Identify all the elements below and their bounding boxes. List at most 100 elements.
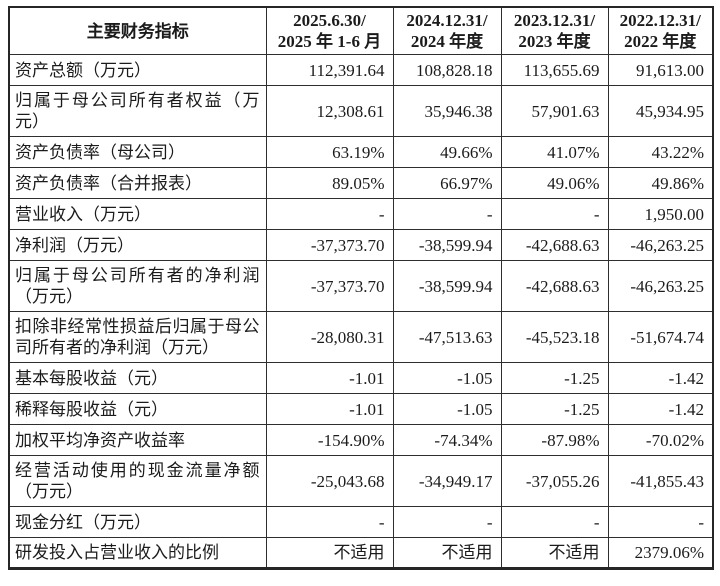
value-cell: 1,950.00	[607, 198, 714, 230]
value-cell: -45,523.18	[500, 311, 609, 363]
table-row: 资产总额（万元） 112,391.64 108,828.18 113,655.69 91…	[8, 54, 714, 86]
table-row: 归属于母公司所有者权益（万元） 12,308.61 35,946.38 57,901.…	[8, 85, 714, 137]
value-cell: -46,263.25	[607, 260, 714, 312]
indicator-label: 基本每股收益（元）	[8, 362, 267, 394]
indicator-label: 归属于母公司所有者权益（万元）	[8, 85, 267, 137]
value-cell: 41.07%	[500, 136, 609, 168]
value-cell: -	[500, 506, 609, 538]
value-cell: 57,901.63	[500, 85, 609, 137]
value-cell: -74.34%	[392, 424, 502, 456]
indicator-label: 经营活动使用的现金流量净额（万元）	[8, 455, 267, 507]
value-cell: 不适用	[392, 537, 502, 569]
value-cell: -	[265, 198, 394, 230]
header-period-0: 2025.6.30/2025 年 1-6 月	[265, 6, 394, 55]
indicator-label: 现金分红（万元）	[8, 506, 267, 538]
value-cell: -1.05	[392, 362, 502, 394]
value-cell: 35,946.38	[392, 85, 502, 137]
value-cell: 49.86%	[607, 167, 714, 199]
value-cell: -51,674.74	[607, 311, 714, 363]
value-cell: 49.66%	[392, 136, 502, 168]
header-period-1: 2024.12.31/2024 年度	[392, 6, 502, 55]
value-cell: -25,043.68	[265, 455, 394, 507]
value-cell: -70.02%	[607, 424, 714, 456]
value-cell: -	[265, 506, 394, 538]
header-period-3: 2022.12.31/2022 年度	[607, 6, 714, 55]
value-cell: -41,855.43	[607, 455, 714, 507]
indicator-label: 加权平均净资产收益率	[8, 424, 267, 456]
period-date-line: 2024.12.31/	[406, 11, 488, 30]
header-period-2: 2023.12.31/2023 年度	[500, 6, 609, 55]
value-cell: -1.05	[392, 393, 502, 425]
indicator-label: 资产负债率（母公司）	[8, 136, 267, 168]
table-row: 归属于母公司所有者的净利润（万元） -37,373.70 -38,599.94 -42…	[8, 260, 714, 312]
table-row: 研发投入占营业收入的比例 不适用 不适用 不适用 2379.06%	[8, 537, 714, 569]
value-cell: -42,688.63	[500, 229, 609, 261]
value-cell: 45,934.95	[607, 85, 714, 137]
value-cell: -	[392, 506, 502, 538]
value-cell: -1.42	[607, 362, 714, 394]
value-cell: -47,513.63	[392, 311, 502, 363]
value-cell: 63.19%	[265, 136, 394, 168]
table-body: 资产总额（万元） 112,391.64 108,828.18 113,655.69 91…	[8, 54, 714, 569]
value-cell: -87.98%	[500, 424, 609, 456]
value-cell: 49.06%	[500, 167, 609, 199]
indicator-label: 资产负债率（合并报表）	[8, 167, 267, 199]
value-cell: -37,055.26	[500, 455, 609, 507]
value-cell: 113,655.69	[500, 54, 609, 86]
value-cell: -	[392, 198, 502, 230]
header-indicator-label: 主要财务指标	[8, 6, 267, 55]
table-row: 稀释每股收益（元） -1.01 -1.05 -1.25 -1.42	[8, 393, 714, 425]
value-cell: -	[500, 198, 609, 230]
value-cell: 89.05%	[265, 167, 394, 199]
table-row: 资产负债率（母公司） 63.19% 49.66% 41.07% 43.22%	[8, 136, 714, 168]
period-range-line: 2022 年度	[624, 32, 697, 51]
period-range-line: 2025 年 1-6 月	[277, 32, 382, 51]
period-date-line: 2022.12.31/	[619, 11, 701, 30]
value-cell: -38,599.94	[392, 260, 502, 312]
period-date-line: 2025.6.30/	[293, 11, 366, 30]
indicator-label: 稀释每股收益（元）	[8, 393, 267, 425]
value-cell: 2379.06%	[607, 537, 714, 569]
value-cell: -28,080.31	[265, 311, 394, 363]
period-range-line: 2023 年度	[518, 32, 591, 51]
financial-indicators-table: 主要财务指标 2025.6.30/2025 年 1-6 月 2024.12.31/…	[8, 6, 714, 570]
value-cell: -46,263.25	[607, 229, 714, 261]
indicator-label: 资产总额（万元）	[8, 54, 267, 86]
header-row: 主要财务指标 2025.6.30/2025 年 1-6 月 2024.12.31/…	[8, 6, 714, 55]
value-cell: 112,391.64	[265, 54, 394, 86]
value-cell: -1.42	[607, 393, 714, 425]
table-row: 加权平均净资产收益率 -154.90% -74.34% -87.98% -70.02%	[8, 424, 714, 456]
table-row: 经营活动使用的现金流量净额（万元） -25,043.68 -34,949.17 -37…	[8, 455, 714, 507]
indicator-label: 营业收入（万元）	[8, 198, 267, 230]
value-cell: -1.01	[265, 393, 394, 425]
value-cell: 108,828.18	[392, 54, 502, 86]
value-cell: -1.25	[500, 362, 609, 394]
indicator-label: 净利润（万元）	[8, 229, 267, 261]
value-cell: -42,688.63	[500, 260, 609, 312]
indicator-label: 研发投入占营业收入的比例	[8, 537, 267, 569]
value-cell: -38,599.94	[392, 229, 502, 261]
value-cell: -34,949.17	[392, 455, 502, 507]
value-cell: -	[607, 506, 714, 538]
value-cell: 不适用	[265, 537, 394, 569]
table-row: 现金分红（万元） - - - -	[8, 506, 714, 538]
value-cell: 91,613.00	[607, 54, 714, 86]
value-cell: -1.25	[500, 393, 609, 425]
table-row: 营业收入（万元） - - -1,950.00	[8, 198, 714, 230]
indicator-label: 归属于母公司所有者的净利润（万元）	[8, 260, 267, 312]
value-cell: 66.97%	[392, 167, 502, 199]
value-cell: -154.90%	[265, 424, 394, 456]
value-cell: -1.01	[265, 362, 394, 394]
value-cell: 不适用	[500, 537, 609, 569]
table-row: 资产负债率（合并报表） 89.05% 66.97% 49.06% 49.86%	[8, 167, 714, 199]
value-cell: -37,373.70	[265, 229, 394, 261]
indicator-label: 扣除非经常性损益后归属于母公司所有者的净利润（万元）	[8, 311, 267, 363]
period-date-line: 2023.12.31/	[513, 11, 596, 30]
period-range-line: 2024 年度	[410, 32, 484, 51]
value-cell: 43.22%	[607, 136, 714, 168]
table-row: 扣除非经常性损益后归属于母公司所有者的净利润（万元） -28,080.31 -47,…	[8, 311, 714, 363]
table-row: 净利润（万元） -37,373.70 -38,599.94 -42,688.63 -46…	[8, 229, 714, 261]
table-row: 基本每股收益（元） -1.01 -1.05 -1.25 -1.42	[8, 362, 714, 394]
value-cell: -37,373.70	[265, 260, 394, 312]
